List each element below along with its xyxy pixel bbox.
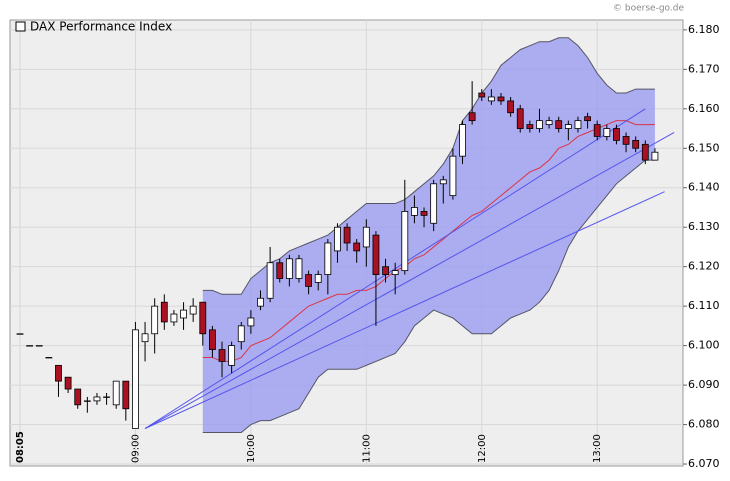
candle-body xyxy=(45,357,53,359)
candle-body xyxy=(430,183,438,224)
candle-body xyxy=(651,151,659,161)
candle-body xyxy=(314,274,322,283)
candle-body xyxy=(564,124,572,129)
candle-body xyxy=(593,124,601,137)
candle-body xyxy=(632,139,640,149)
x-tick-label: 10:00 xyxy=(246,434,257,463)
candle-body xyxy=(555,120,563,129)
candle-body xyxy=(641,143,649,161)
legend-swatch xyxy=(15,21,26,32)
candle-body xyxy=(237,325,245,343)
y-tick-label: 6.150 xyxy=(688,141,720,154)
candle-body xyxy=(545,120,553,125)
candle-body xyxy=(411,207,418,216)
candle-body xyxy=(83,400,91,402)
candle-body xyxy=(64,376,72,390)
trend-line xyxy=(144,191,665,429)
candle-body xyxy=(199,301,207,335)
candle-body xyxy=(141,333,149,343)
y-tick-label: 6.110 xyxy=(688,299,720,312)
candle-body xyxy=(257,297,264,307)
candle-body xyxy=(103,396,110,398)
candles xyxy=(16,81,659,429)
candle-body xyxy=(401,211,409,272)
candle-body xyxy=(16,333,24,335)
candle-body xyxy=(613,128,620,141)
legend-label: DAX Performance Index xyxy=(30,20,172,34)
candle-body xyxy=(362,226,370,248)
candle-body xyxy=(487,96,495,102)
candle-body xyxy=(26,345,34,347)
candle-body xyxy=(334,226,341,252)
candle-body xyxy=(497,96,505,102)
x-tick-label: 11:00 xyxy=(361,434,372,463)
candle-body xyxy=(372,234,380,275)
y-tick-label: 6.080 xyxy=(688,418,720,431)
candle-body xyxy=(468,112,476,122)
moving-average xyxy=(202,120,655,362)
candle-body xyxy=(382,266,389,275)
candle-body xyxy=(584,116,591,122)
x-tick-label: 13:00 xyxy=(592,434,603,463)
x-tick-label: 09:00 xyxy=(130,434,141,463)
candle-body xyxy=(449,155,457,197)
candle-body xyxy=(420,211,428,216)
candle-body xyxy=(459,124,466,157)
band-edge xyxy=(202,37,655,295)
candle-body xyxy=(478,92,486,98)
candle-body xyxy=(189,305,197,315)
candle-body xyxy=(276,262,284,279)
candle-body xyxy=(74,388,82,406)
candle-body xyxy=(305,274,313,287)
candle-body xyxy=(536,120,543,129)
band-area xyxy=(202,37,655,433)
y-tick-label: 6.120 xyxy=(688,260,720,273)
candle-body xyxy=(266,262,274,299)
candle-body xyxy=(391,270,399,275)
band-edge xyxy=(202,159,655,433)
y-tick-label: 6.170 xyxy=(688,62,720,75)
candle-body xyxy=(324,242,332,275)
candle-body xyxy=(622,136,630,145)
candle-body xyxy=(208,329,216,350)
candle-body xyxy=(160,301,168,323)
y-tick-label: 6.140 xyxy=(688,181,720,194)
candle-body xyxy=(343,226,351,244)
candle-body xyxy=(295,258,303,279)
candle-body xyxy=(439,179,447,185)
x-tick-label: 12:00 xyxy=(477,434,488,463)
candle-body xyxy=(247,317,255,327)
candle-body xyxy=(603,128,611,137)
candle-body xyxy=(151,305,159,335)
x-tick-label: 08:05 xyxy=(15,431,26,463)
candle-body xyxy=(122,380,130,410)
y-tick-label: 6.100 xyxy=(688,339,720,352)
candle-body xyxy=(516,108,524,129)
candle-body xyxy=(112,380,120,406)
candle-body xyxy=(507,100,515,114)
candle-body xyxy=(35,345,43,347)
y-tick-label: 6.160 xyxy=(688,102,720,115)
candle-body xyxy=(218,349,226,362)
candle-body xyxy=(55,364,62,382)
candle-body xyxy=(353,242,361,252)
candle-body xyxy=(228,345,236,366)
y-tick-label: 6.180 xyxy=(688,23,720,36)
y-tick-label: 6.130 xyxy=(688,220,720,233)
candle-body xyxy=(180,309,187,319)
axes: 6.070 6.080 6.090 6.100 6.110 6.120 6.130 6.140… xyxy=(15,23,720,470)
candle-body xyxy=(170,313,178,323)
candle-body xyxy=(526,124,534,129)
candle-body xyxy=(574,120,582,129)
trend-line xyxy=(144,132,675,429)
y-tick-label: 6.070 xyxy=(688,457,720,470)
y-tick-label: 6.090 xyxy=(688,378,720,391)
candle-body xyxy=(132,329,139,429)
candle-body xyxy=(93,396,101,402)
candle-body xyxy=(285,258,293,279)
source-credit: © boerse-go.de xyxy=(613,4,684,14)
